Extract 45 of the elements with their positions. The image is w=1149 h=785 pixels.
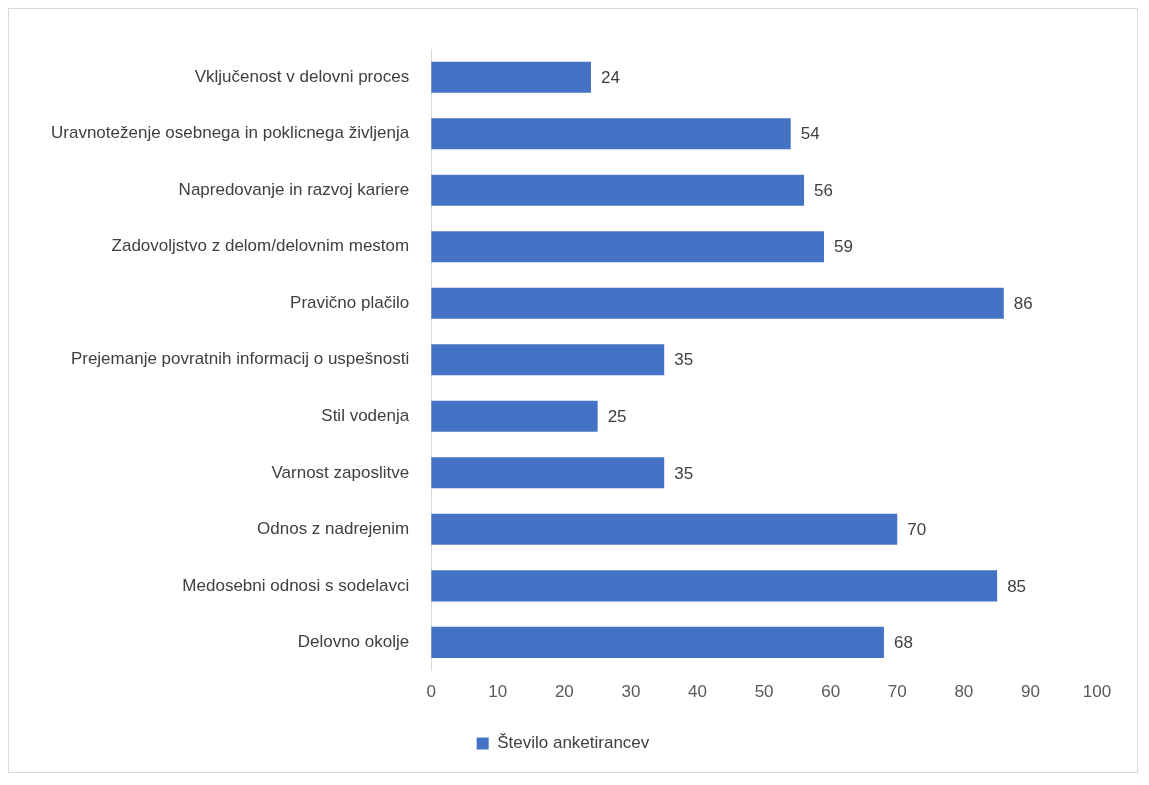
data-label: 25 [607,407,627,426]
bar [431,231,825,263]
y-tick-label: Uravnoteženje osebnega in poklicnega življenja [50,123,410,143]
x-tick-label: 20 [554,682,574,702]
x-tick-label: 30 [621,682,641,702]
bar [431,118,791,150]
x-tick-label: 0 [426,682,436,702]
data-label: 86 [1013,293,1033,313]
y-tick-label: Stil vodenja [321,406,410,425]
data-label: 85 [1007,576,1027,596]
x-tick-label: 100 [1082,682,1112,702]
x-tick-label: 10 [488,682,508,702]
y-tick-label: Medosebni odnosi s sodelavci [182,575,410,595]
x-tick-label: 40 [688,682,707,702]
x-tick-label: 90 [1020,682,1040,702]
y-tick-label: Prejemanje povratnih informacij o uspešnosti [70,349,410,369]
y-tick-label: Odnos z nadrejenim [257,519,410,539]
bar [431,344,665,376]
data-label: 35 [674,350,694,370]
y-tick-label: Napredovanje in razvoj kariere [178,179,410,199]
x-tick-label: 50 [754,682,774,702]
data-label: 59 [834,237,853,257]
y-tick-label: Varnost zaposlitve [271,462,410,482]
bar [431,174,805,206]
data-label: 54 [800,124,820,144]
bar [431,457,665,489]
data-label: 70 [907,520,927,540]
bar [431,287,1004,319]
bar [431,61,591,93]
bar [431,400,598,432]
data-label: 68 [893,633,913,653]
x-tick-label: 60 [821,682,841,702]
y-tick-label: Delovno okolje [297,632,410,652]
bar [431,570,998,602]
data-label: 24 [600,67,620,87]
legend-label: Število anketirancev [497,733,650,753]
x-tick-label: 70 [887,682,907,702]
data-label: 56 [814,180,833,200]
bar [431,626,884,658]
x-tick-label: 80 [954,682,974,702]
data-label: 35 [674,463,694,483]
y-tick-label: Zadovoljstvo z delom/delovnim mestom [111,236,410,256]
bar [431,513,898,545]
y-tick-label: Vključenost v delovni proces [194,66,410,86]
y-tick-label: Pravično plačilo [290,292,410,312]
